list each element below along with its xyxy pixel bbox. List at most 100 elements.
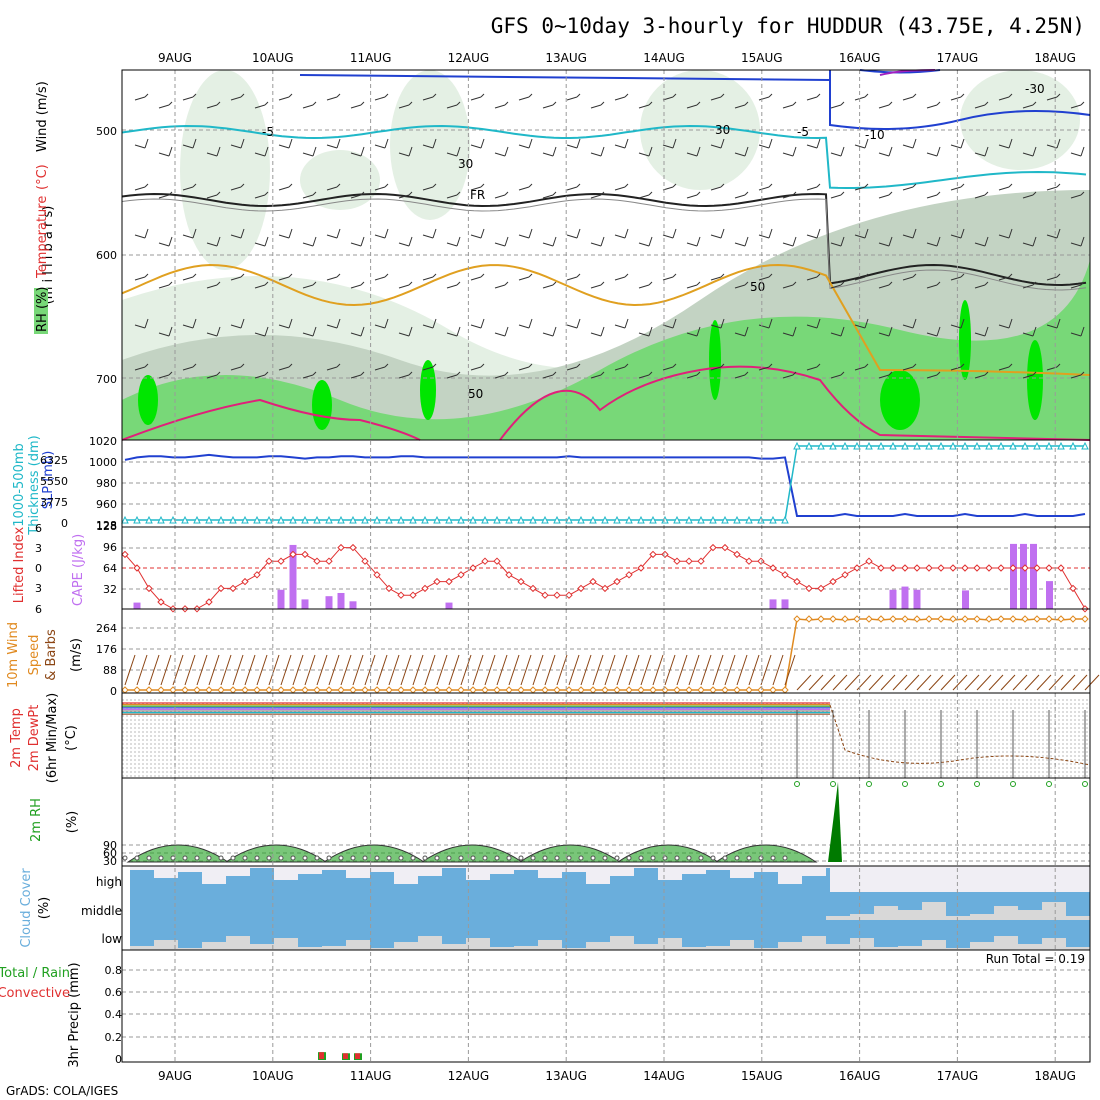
wind-barb-feather [408, 326, 413, 337]
wind-barb-feather [264, 101, 269, 106]
cloud-gap-high [730, 866, 754, 878]
wind-barb-feather [840, 371, 845, 376]
wind-speed-point [241, 686, 249, 694]
contour-label: 30 [715, 123, 730, 137]
cloud-cover-label: Cloud Cover [19, 868, 34, 948]
wind-barb [974, 194, 986, 199]
wind-barb [1048, 674, 1064, 691]
slp-line [124, 453, 1086, 517]
wind-barb [278, 366, 290, 371]
wind-barb-feather [528, 363, 533, 368]
wind-speed-point [301, 686, 309, 694]
rh2m-point [782, 855, 788, 861]
precip-tick-1: 0.8 [105, 964, 123, 977]
lifted-index-point [697, 557, 705, 565]
cloud-gap-low [706, 946, 730, 950]
cloud-gap-high [970, 866, 994, 884]
wind-barb-feather [384, 273, 389, 278]
wind-barb [808, 674, 824, 691]
thickness-point [613, 515, 621, 524]
wind-barb-feather [744, 281, 749, 286]
lifted-index-point [601, 584, 609, 593]
wind-barb-feather [144, 138, 149, 149]
contour-label: FR [470, 188, 485, 202]
wind-barb-feather [1056, 183, 1061, 188]
wind-barb [614, 366, 626, 371]
thickness-point [133, 515, 141, 524]
rh2m-point [638, 855, 644, 861]
wind-barb-feather [864, 273, 869, 278]
cloud-gap-high [250, 866, 274, 868]
wind-speed-point [553, 686, 561, 694]
wind-speed-point [277, 686, 285, 694]
wind-speed-point [541, 686, 549, 694]
wind-barb-feather [336, 273, 341, 278]
rh-bright-region [420, 360, 436, 420]
wind-speed-point [685, 686, 693, 694]
wind-barb [254, 332, 266, 337]
temp-minmax-point [794, 781, 800, 787]
thickness-point [733, 515, 741, 524]
slp-tick-5: 128 [96, 519, 117, 532]
rh2m-point [410, 855, 416, 861]
wind-barb-feather [768, 183, 773, 188]
wind-barb [446, 284, 458, 289]
rh-light-region [960, 70, 1080, 170]
thick-tick-2: 5550 [40, 475, 68, 488]
cloud-gap-low [682, 947, 706, 950]
wind-barb-feather [720, 273, 725, 278]
cloud-gap-high [226, 866, 250, 876]
wind-barb-feather [480, 228, 485, 239]
cape-tick-4: 128 [96, 520, 117, 533]
wind-barb [374, 276, 386, 281]
date-label-top: 18AUG [1034, 51, 1076, 65]
temp-contour-magenta [121, 365, 1091, 441]
lifted-index-point [841, 571, 849, 579]
precip-panel [122, 969, 1090, 1060]
rh2m-point [158, 855, 164, 861]
wind-barb [1036, 674, 1052, 691]
lifted-index-point [721, 543, 729, 552]
wind-barb-feather [456, 326, 461, 337]
cloud-gap-low [970, 942, 994, 950]
wind-barb [1000, 674, 1016, 691]
cloud-gap-low [514, 946, 538, 950]
rh2m-point [182, 855, 188, 861]
cape-bar [1010, 543, 1017, 609]
wind-barb-feather [192, 183, 197, 188]
wind-barb [470, 366, 482, 371]
wind-barb-feather [264, 281, 269, 286]
cloud-gap-high [154, 866, 178, 878]
rh2m-unit: (%) [65, 811, 80, 834]
wind-barb [830, 374, 842, 379]
wind-speed-point [757, 686, 765, 694]
li-tick-2: 3 [35, 542, 42, 555]
wind-barb [566, 234, 578, 239]
cloud-gap-high [370, 866, 394, 872]
wind-barb-feather [864, 93, 869, 98]
wind-barb [998, 186, 1010, 191]
wind-barb [734, 332, 746, 337]
thickness-point [901, 441, 909, 450]
wind-barb-feather [720, 183, 725, 188]
cloud-gap-high [610, 866, 634, 876]
wind-barb [952, 674, 968, 691]
lifted-index-label: Lifted Index [12, 526, 27, 603]
wind-barb [1012, 674, 1028, 691]
wind-barb [590, 284, 602, 289]
wind-barb [302, 284, 314, 289]
rh2m-point [206, 855, 212, 861]
thickness-point [349, 515, 357, 524]
wind-barb [1070, 242, 1082, 247]
thickness-point [409, 515, 417, 524]
cloud-gap-low [658, 938, 682, 950]
wind-barb [782, 194, 794, 199]
wind-barb [878, 374, 890, 379]
wind-barb [878, 332, 890, 337]
wind-barb [662, 276, 674, 281]
cloud-gap-high [1066, 866, 1090, 874]
wind-barb-feather [336, 228, 341, 239]
wind-speed-point [889, 615, 897, 623]
wind-barb-feather [840, 101, 845, 106]
